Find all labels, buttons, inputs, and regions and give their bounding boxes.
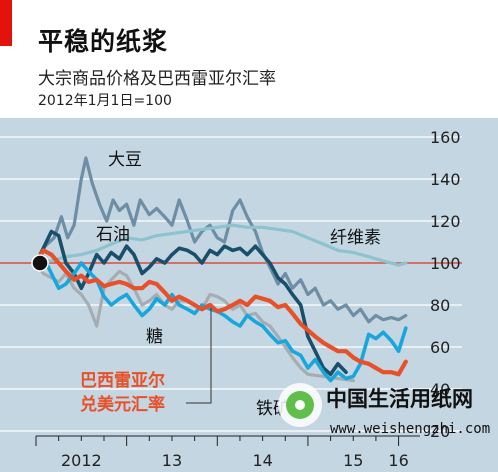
series-label-brl-line1: 巴西雷亚尔 (80, 370, 165, 391)
watermark: 中国生活用纸网 www.weishengzhi.com (278, 383, 490, 437)
y-tick-label: 80 (430, 296, 450, 315)
y-tick-label: 160 (430, 128, 461, 147)
series-label-pulp: 纤维素 (330, 228, 381, 248)
series-label-sugar: 糖 (146, 327, 163, 347)
series-line-oil (34, 229, 348, 377)
index-note: 2012年1月1日=100 (38, 93, 172, 109)
x-tick-label: 2012 (61, 451, 102, 470)
x-tick-label: 15 (343, 451, 363, 470)
y-tick-label: 40 (430, 380, 450, 399)
series-line-pulp (34, 223, 408, 267)
y-tick-label: 20 (430, 422, 450, 441)
series-line-brl (33, 248, 408, 377)
series-label-oil: 石油 (96, 225, 130, 245)
x-tick-label: 14 (252, 451, 272, 470)
y-tick-label: 140 (430, 170, 461, 189)
y-tick-label: 120 (430, 212, 461, 231)
axis-layer: 20 40 60 80 100 120 140 160 2012 13 14 15 16 (35, 128, 461, 470)
series-line-soy (34, 156, 408, 324)
x-tick-label: 13 (162, 451, 182, 470)
plot-background (0, 118, 498, 472)
tissue-roll-icon (278, 383, 322, 427)
brl-leader-line (186, 308, 212, 404)
y-tick-label: 60 (430, 338, 450, 357)
series-layer (31, 156, 408, 383)
y-tick-label: 100 (430, 254, 461, 273)
brand-tab (0, 0, 12, 46)
chart-subtitle: 大宗商品价格及巴西雷亚尔汇率 (38, 69, 276, 89)
chart-title: 平稳的纸浆 (38, 27, 169, 56)
series-label-soy: 大豆 (108, 150, 142, 170)
start-point-marker (31, 254, 49, 272)
x-tick-label: 16 (388, 451, 408, 470)
watermark-text: 中国生活用纸网 (326, 387, 473, 411)
watermark-url: www.weishengzhi.com (330, 421, 490, 437)
series-label-brl-line2: 兑美元汇率 (80, 394, 165, 415)
